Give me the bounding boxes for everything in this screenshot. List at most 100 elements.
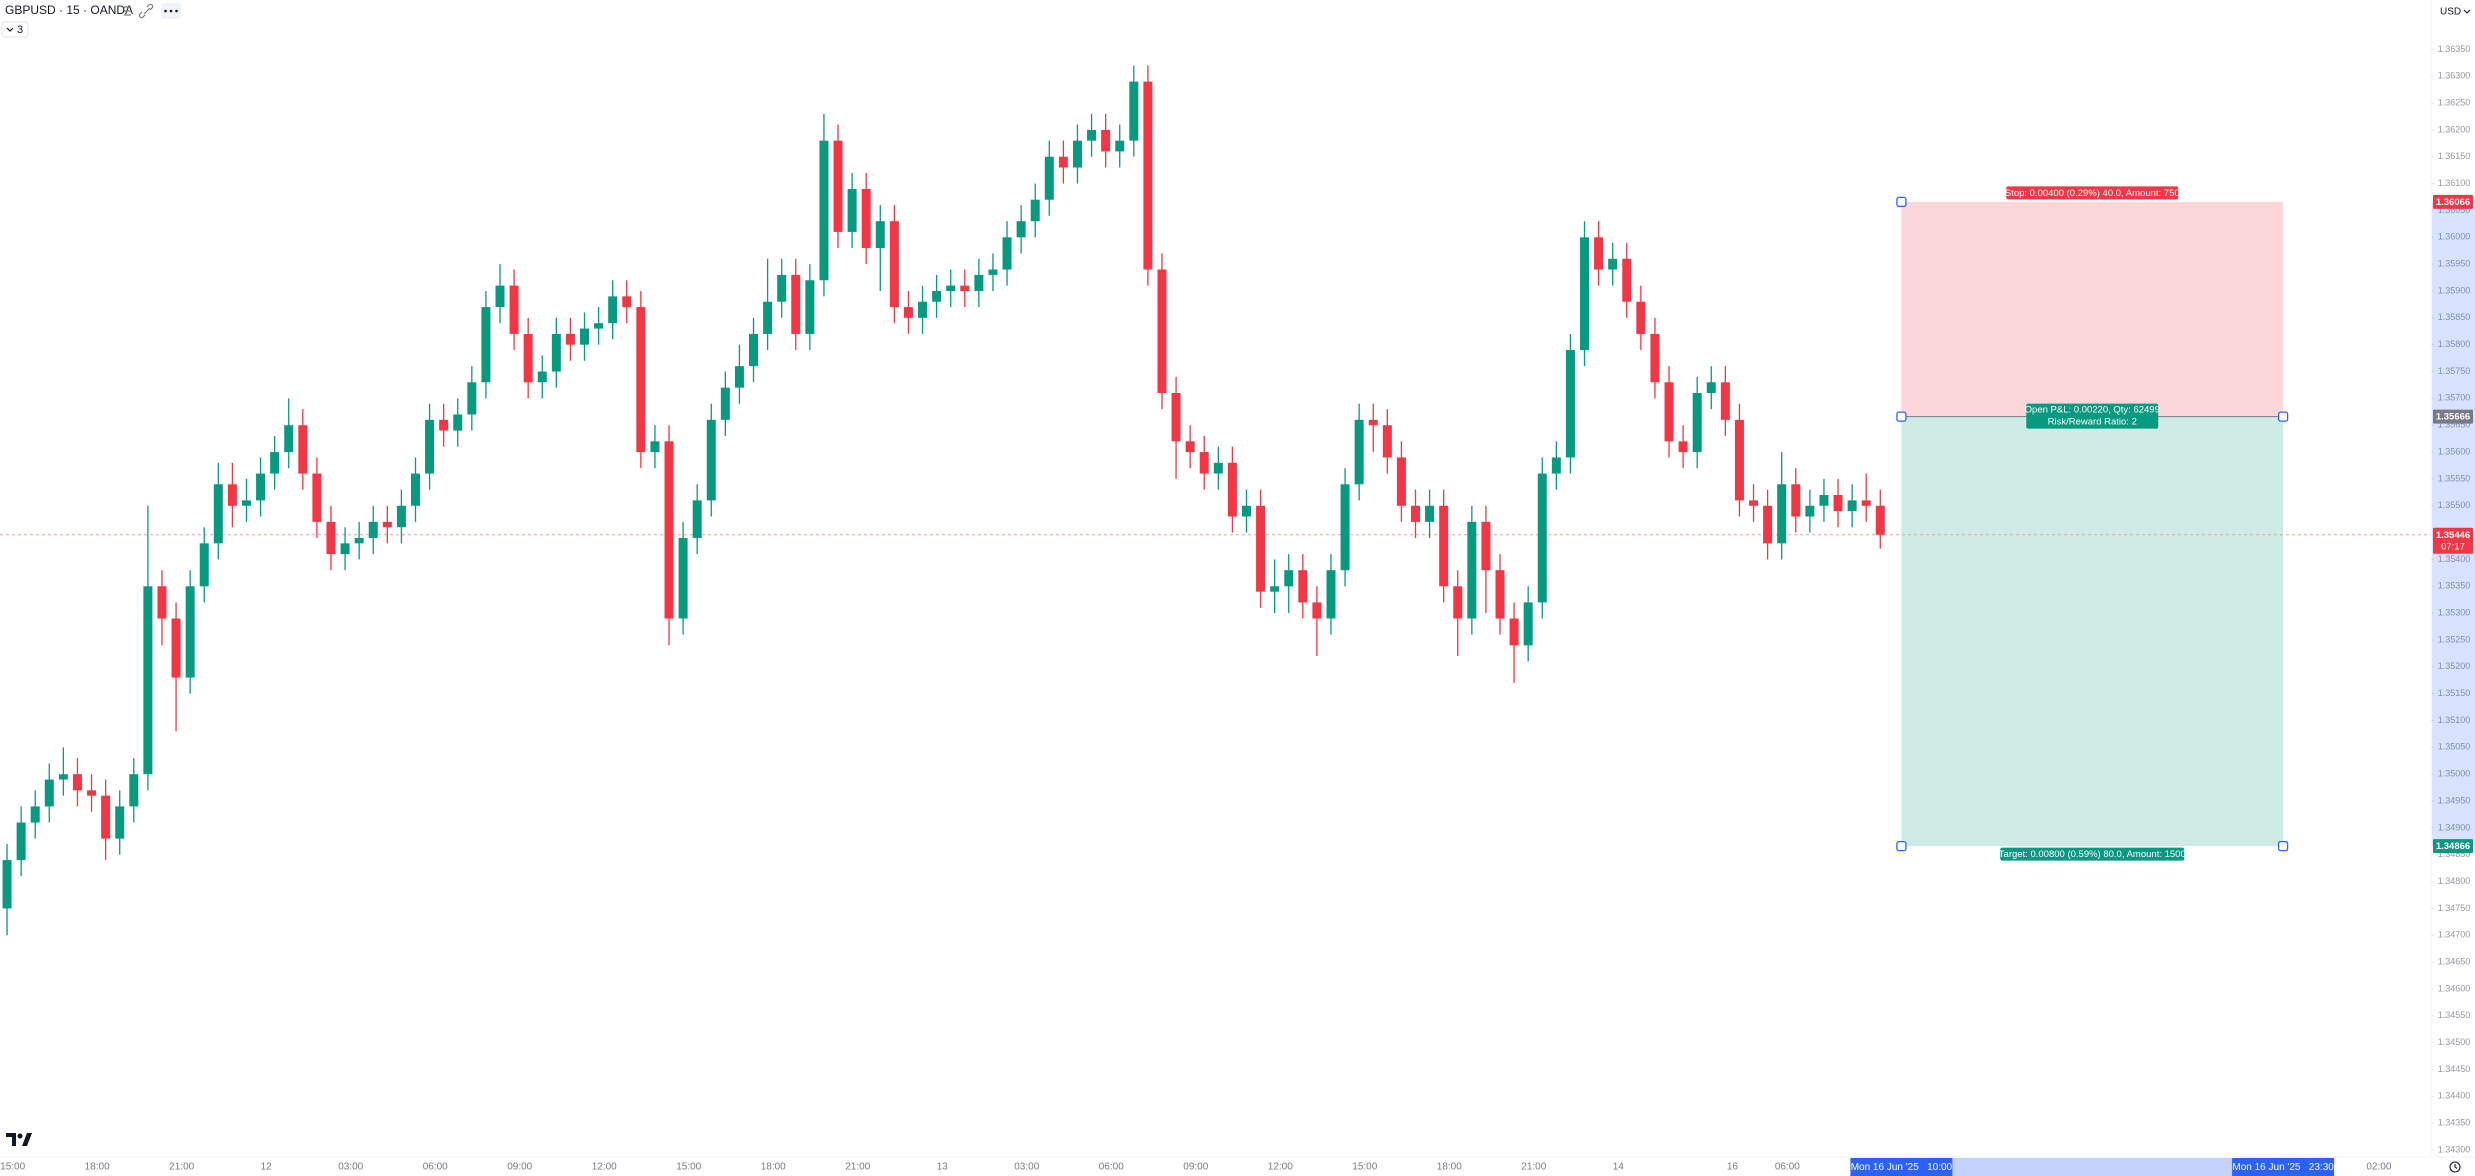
candle-body [87,790,97,796]
tool-handle[interactable] [2277,411,2289,422]
range-start-label-box [1850,1158,1953,1176]
tool-handle[interactable] [1896,196,1907,208]
rr-label: Risk/Reward Ratio: 2 [2048,417,2137,428]
tool-handle[interactable] [1896,411,1907,422]
candle-body [1044,156,1054,200]
stop-price-label: 1.36066 [2436,197,2470,208]
candle-body [509,285,519,334]
candle-body [1861,500,1871,506]
menu-icon[interactable] [124,6,131,16]
tool-handle[interactable] [1896,840,1907,852]
candle-body [1213,462,1223,474]
candle-body [1481,521,1491,571]
candle-body [396,505,406,528]
candle-body [1847,500,1857,512]
y-tick-label: 1.36300 [2438,71,2471,81]
x-tick-label: 12 [261,1162,273,1173]
candle-body [1706,382,1716,394]
candle-body [1580,237,1590,351]
y-tick-label: 1.35250 [2438,634,2471,644]
x-tick-label: 13 [937,1162,949,1173]
candle-body [1594,237,1604,270]
candle-body [326,521,336,555]
candle-body [594,323,604,329]
entry-price-label-box [2433,409,2473,424]
tool-handle[interactable] [2277,840,2289,852]
candle-body [1509,618,1519,646]
x-tick-label: 21:00 [845,1162,870,1173]
candle-body [185,586,195,678]
candle-body [1749,500,1759,506]
indicator-toggle[interactable] [1,21,29,38]
y-tick-label: 1.35850 [2438,312,2471,322]
y-tick-label: 1.35650 [2438,420,2471,430]
y-tick-label: 1.36150 [2438,151,2471,161]
chevron-icon [2463,9,2471,14]
candle-body [974,274,984,291]
candle-body [157,586,167,619]
candle-body [580,328,590,345]
currency-button[interactable] [2434,3,2472,20]
candle-body [115,806,125,839]
y-tick-label: 1.34600 [2438,983,2471,993]
candle-body [1636,301,1646,334]
candle-body [1087,129,1097,141]
y-tick-label: 1.34550 [2438,1010,2471,1020]
currency-label: USD [2440,7,2461,18]
candle-body [1692,393,1702,453]
candle-body [960,285,970,291]
candle-body [523,333,533,383]
candle-body [819,140,829,281]
x-tick-label: 06:00 [1099,1162,1124,1173]
candle-body [1115,140,1125,152]
candle-body [171,618,181,678]
candle-body [622,296,632,308]
chevron-icon [6,27,14,32]
y-tick-label: 1.34850 [2438,849,2471,859]
candle-body [1241,505,1251,517]
candle-body [1382,425,1392,458]
candle-body [1185,441,1195,453]
candle-body [16,822,26,861]
candle-body [1411,505,1421,522]
logo-part [6,1133,16,1146]
x-tick-label: 21:00 [169,1162,194,1173]
candle-body [791,274,801,334]
candle-body [1340,484,1350,571]
candle-body [1819,495,1829,506]
candle-body [1129,81,1139,141]
candle-body [1016,221,1026,238]
candle-body [706,419,716,501]
candle-body [537,371,547,383]
candle-body [1791,484,1801,517]
y-tick-label: 1.35900 [2438,285,2471,295]
y-tick-label: 1.35500 [2438,500,2471,510]
y-tick-label: 1.36000 [2438,232,2471,242]
candle-body [1833,495,1843,512]
candle-body [749,333,759,367]
target-label: Target: 0.00800 (0.59%) 80.0, Amount: 15… [1999,849,2186,860]
logo-part [22,1133,32,1146]
header-icons[interactable] [124,3,181,19]
x-tick-label: 06:00 [1775,1162,1800,1173]
candle-body [1002,237,1012,270]
candle-body [777,274,787,302]
y-tick-label: 1.34350 [2438,1118,2471,1128]
candle-body [1256,505,1266,592]
candle-body [932,290,942,302]
candle-body [284,425,294,453]
countdown-label: 07:17 [2441,541,2465,552]
candle-body [2,860,12,909]
candle-body [227,484,237,506]
y-tick-label: 1.35750 [2438,366,2471,376]
candle-body [1171,393,1181,442]
link-icon[interactable] [138,3,154,19]
candle-body [241,500,251,506]
candle-body [425,419,435,474]
stop-label: Stop: 0.00400 (0.29%) 40.0, Amount: 750 [2005,188,2180,199]
tradingview-logo[interactable] [6,1133,32,1146]
candle-body [1777,484,1787,544]
settings-clock[interactable] [2449,1161,2461,1173]
